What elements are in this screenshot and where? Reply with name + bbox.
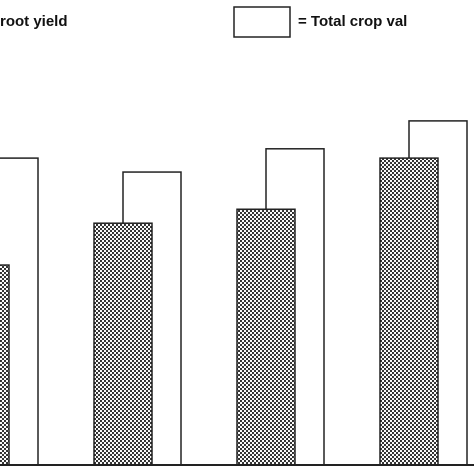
bar xyxy=(379,157,439,466)
legend-label: = Total crop val xyxy=(298,13,407,30)
bar xyxy=(236,208,296,466)
legend-label: root yield xyxy=(0,13,68,30)
legend-swatch xyxy=(233,6,291,38)
bar xyxy=(0,264,10,466)
bar xyxy=(93,222,153,466)
